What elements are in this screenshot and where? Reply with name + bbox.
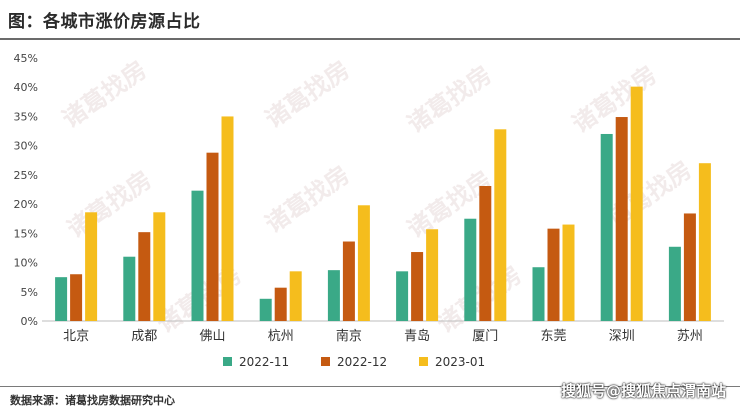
bar xyxy=(327,270,340,321)
bar xyxy=(396,271,409,321)
bar xyxy=(342,241,355,321)
bar xyxy=(615,117,628,321)
legend-label: 2022-11 xyxy=(239,355,289,369)
y-tick-label: 35% xyxy=(14,110,38,123)
bar xyxy=(55,277,68,321)
data-source-note: 数据来源：诸葛找房数据研究中心 xyxy=(10,394,175,407)
bar xyxy=(630,86,643,321)
bar xyxy=(547,228,560,321)
bar xyxy=(153,212,166,321)
bar xyxy=(668,246,681,321)
x-tick-label: 厦门 xyxy=(472,329,498,344)
legend-label: 2022-12 xyxy=(337,355,387,369)
bar xyxy=(426,229,439,321)
y-tick-label: 45% xyxy=(14,52,38,65)
bar xyxy=(274,287,287,321)
bar xyxy=(479,185,492,321)
chart-title: 图：各城市涨价房源占比 xyxy=(8,12,201,32)
x-tick-label: 成都 xyxy=(131,329,157,344)
publisher-credit: 搜狐号@搜狐焦点渭南站 xyxy=(560,382,726,400)
bar xyxy=(123,256,136,321)
y-tick-label: 20% xyxy=(14,198,38,211)
bar xyxy=(683,213,696,321)
bar xyxy=(532,267,545,321)
bar-chart: 0% 5% 10% 15% 20% 25% 30% 35% 40% 45% 北京 成都 佛山 杭州 南京 青岛… xyxy=(14,52,724,369)
y-tick-label: 15% xyxy=(14,227,38,240)
bar xyxy=(357,205,370,321)
bar xyxy=(562,224,575,321)
legend-swatch xyxy=(419,357,428,366)
bar xyxy=(221,116,234,321)
y-tick-label: 0% xyxy=(21,315,38,328)
y-tick-label: 10% xyxy=(14,257,38,270)
bar xyxy=(85,212,98,321)
y-tick-label: 30% xyxy=(14,140,38,153)
bar xyxy=(191,190,204,321)
legend-swatch xyxy=(321,357,330,366)
bar xyxy=(206,152,219,321)
y-tick-label: 5% xyxy=(21,286,38,299)
x-tick-label: 东莞 xyxy=(540,329,566,344)
bar xyxy=(698,163,711,321)
legend-swatch xyxy=(223,357,232,366)
y-tick-label: 40% xyxy=(14,81,38,94)
bar xyxy=(464,218,477,321)
x-tick-label: 北京 xyxy=(63,329,89,344)
bar xyxy=(259,298,272,321)
x-tick-label: 深圳 xyxy=(609,329,635,344)
bar xyxy=(289,271,302,321)
x-tick-label: 南京 xyxy=(336,328,362,344)
y-tick-label: 25% xyxy=(14,169,38,182)
x-tick-label: 佛山 xyxy=(199,329,225,344)
bar xyxy=(411,252,424,321)
bar xyxy=(600,133,613,321)
title-divider xyxy=(0,38,740,40)
legend-label: 2023-01 xyxy=(435,355,485,369)
bar xyxy=(70,274,83,321)
x-tick-label: 苏州 xyxy=(677,328,703,344)
bar xyxy=(494,129,507,321)
x-tick-label: 青岛 xyxy=(404,328,430,344)
bar xyxy=(138,232,151,321)
x-tick-label: 杭州 xyxy=(268,329,294,344)
footer-divider xyxy=(0,386,740,387)
